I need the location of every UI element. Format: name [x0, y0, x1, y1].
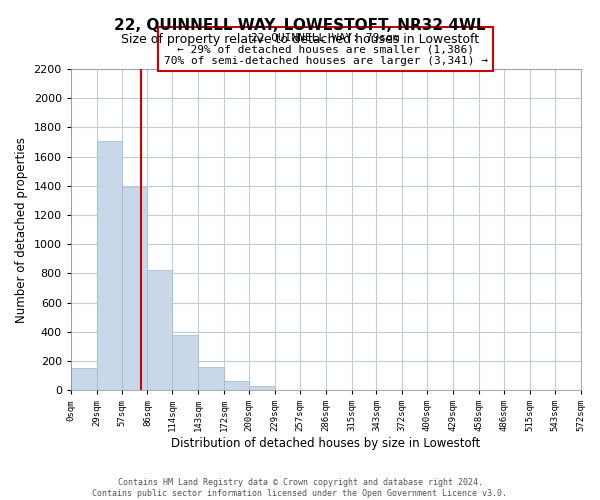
Text: Contains HM Land Registry data © Crown copyright and database right 2024.
Contai: Contains HM Land Registry data © Crown c…: [92, 478, 508, 498]
Bar: [71, 368, 97, 390]
Bar: [249, 386, 275, 390]
Bar: [148, 270, 172, 390]
Text: Size of property relative to detached houses in Lowestoft: Size of property relative to detached ho…: [121, 32, 479, 46]
Bar: [198, 367, 224, 390]
Text: 22 QUINNELL WAY: 79sqm
← 29% of detached houses are smaller (1,386)
70% of semi-: 22 QUINNELL WAY: 79sqm ← 29% of detached…: [164, 32, 488, 66]
Bar: [172, 334, 198, 390]
Y-axis label: Number of detached properties: Number of detached properties: [15, 136, 28, 322]
Bar: [97, 140, 122, 390]
Bar: [224, 380, 249, 390]
Text: 22, QUINNELL WAY, LOWESTOFT, NR32 4WL: 22, QUINNELL WAY, LOWESTOFT, NR32 4WL: [114, 18, 486, 32]
X-axis label: Distribution of detached houses by size in Lowestoft: Distribution of detached houses by size …: [171, 437, 480, 450]
Bar: [122, 187, 148, 390]
